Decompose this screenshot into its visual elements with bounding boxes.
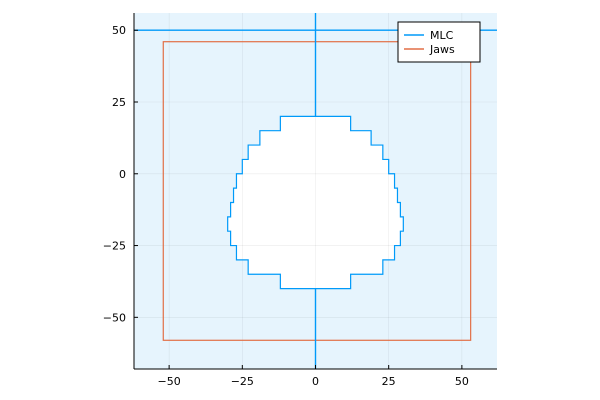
y-tick-label: 25 — [112, 96, 126, 109]
legend-label-jaws: Jaws — [429, 43, 455, 56]
y-tick-label: 0 — [119, 168, 126, 181]
x-tick-label: −50 — [158, 375, 181, 388]
x-tick-label: 0 — [312, 375, 319, 388]
jaws-outline — [162, 41, 472, 341]
mlc-aperture-outline — [227, 115, 404, 290]
legend-label-mlc: MLC — [430, 29, 454, 42]
legend-box — [397, 21, 481, 63]
x-tick-label: 50 — [455, 375, 469, 388]
x-tick-label: 25 — [382, 375, 396, 388]
y-tick-label: −50 — [103, 311, 126, 324]
mlc-aperture-opening — [227, 116, 404, 289]
y-tick-label: −25 — [103, 240, 126, 253]
plot-area — [134, 13, 497, 369]
x-tick-label: −25 — [231, 375, 254, 388]
y-tick-label: 50 — [112, 24, 126, 37]
